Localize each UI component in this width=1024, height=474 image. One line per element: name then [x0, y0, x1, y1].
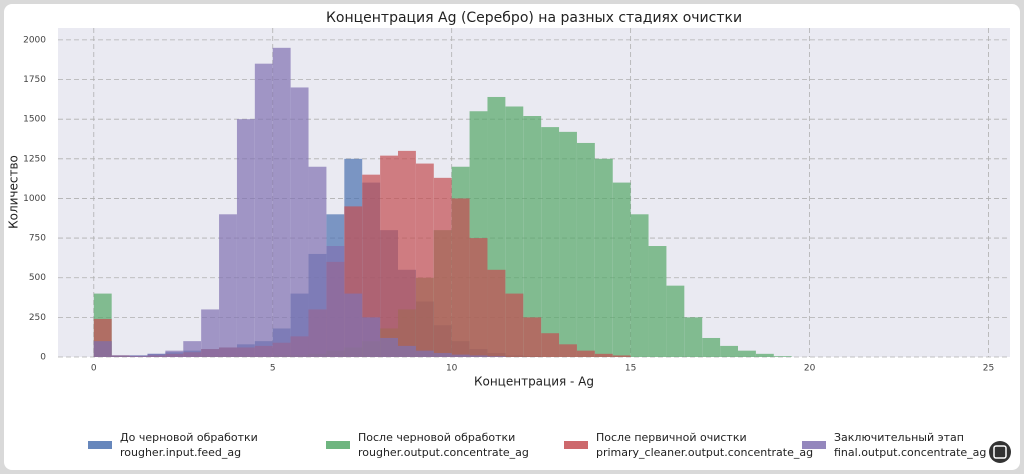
x-tick-label: 0 — [91, 364, 97, 374]
bar — [165, 350, 184, 357]
bar — [612, 355, 631, 357]
bar — [254, 63, 273, 358]
bar — [594, 158, 613, 357]
y-tick-label: 2000 — [23, 35, 46, 45]
bar — [755, 353, 774, 357]
bar — [219, 214, 237, 357]
bar — [720, 345, 738, 357]
bar — [487, 356, 506, 357]
bar — [684, 317, 703, 357]
bar — [541, 333, 560, 357]
x-tick-label: 20 — [804, 364, 816, 374]
x-axis-label: Концентрация - Ag — [474, 375, 594, 389]
y-axis-label: Количество — [7, 155, 21, 229]
bar — [523, 317, 542, 357]
bar — [236, 119, 255, 358]
bar — [362, 317, 381, 357]
bar — [559, 344, 577, 357]
bar — [415, 350, 434, 357]
y-tick-label: 1750 — [23, 75, 46, 85]
bar — [523, 115, 542, 357]
bar — [272, 47, 291, 358]
bar — [147, 353, 166, 357]
bar — [487, 269, 506, 357]
bar — [380, 155, 398, 357]
legend-label: Заключительный этап final.output.concentr… — [834, 431, 986, 459]
bar — [362, 174, 381, 357]
bar — [398, 150, 416, 357]
bar — [326, 246, 345, 357]
bar — [308, 166, 327, 357]
bar — [648, 246, 667, 357]
legend-swatch — [88, 441, 112, 449]
bar — [594, 353, 613, 357]
y-tick-label: 750 — [29, 234, 46, 244]
bar — [773, 356, 792, 357]
bar — [451, 198, 470, 357]
bar — [469, 238, 488, 357]
bar — [612, 182, 631, 357]
screenshot-button[interactable] — [989, 441, 1011, 463]
bar — [344, 293, 363, 357]
bar — [559, 131, 577, 357]
y-tick-label: 250 — [29, 313, 46, 323]
legend-label: После первичной очистки primary_cleaner.o… — [596, 431, 813, 459]
y-tick-label: 0 — [40, 353, 46, 363]
bar — [111, 355, 130, 357]
y-tick-label: 1250 — [23, 154, 46, 164]
bar — [702, 337, 721, 357]
bar — [630, 214, 649, 357]
bar — [469, 355, 488, 357]
bar — [183, 341, 202, 357]
bar — [666, 285, 685, 357]
bar — [93, 341, 112, 357]
legend-swatch — [802, 441, 826, 449]
bar — [576, 350, 595, 357]
x-tick-label: 5 — [270, 364, 276, 374]
legend-swatch — [326, 441, 350, 449]
bar — [398, 345, 416, 357]
bar — [541, 127, 560, 358]
bar — [290, 87, 309, 358]
y-tick-label: 1000 — [23, 194, 46, 204]
bar — [451, 354, 470, 357]
y-tick-label: 1500 — [23, 115, 46, 125]
x-tick-label: 10 — [446, 364, 458, 374]
legend-swatch — [564, 441, 588, 449]
bar — [505, 293, 524, 357]
chart-title: Концентрация Ag (Серебро) на разных стад… — [326, 10, 742, 26]
series — [93, 150, 631, 357]
bar — [201, 309, 220, 357]
bar — [380, 337, 398, 357]
y-tick-label: 500 — [29, 273, 46, 283]
x-tick-label: 15 — [625, 364, 636, 374]
bar — [415, 163, 434, 357]
bar — [576, 142, 595, 357]
legend-label: После черновой обработки rougher.output.c… — [358, 431, 529, 459]
x-tick-label: 25 — [983, 364, 994, 374]
bar — [129, 355, 148, 357]
series — [93, 47, 506, 358]
legend-label: До черновой обработки rougher.input.feed_… — [120, 431, 258, 459]
bar — [433, 353, 452, 357]
bar — [433, 177, 452, 357]
bar — [738, 350, 756, 357]
